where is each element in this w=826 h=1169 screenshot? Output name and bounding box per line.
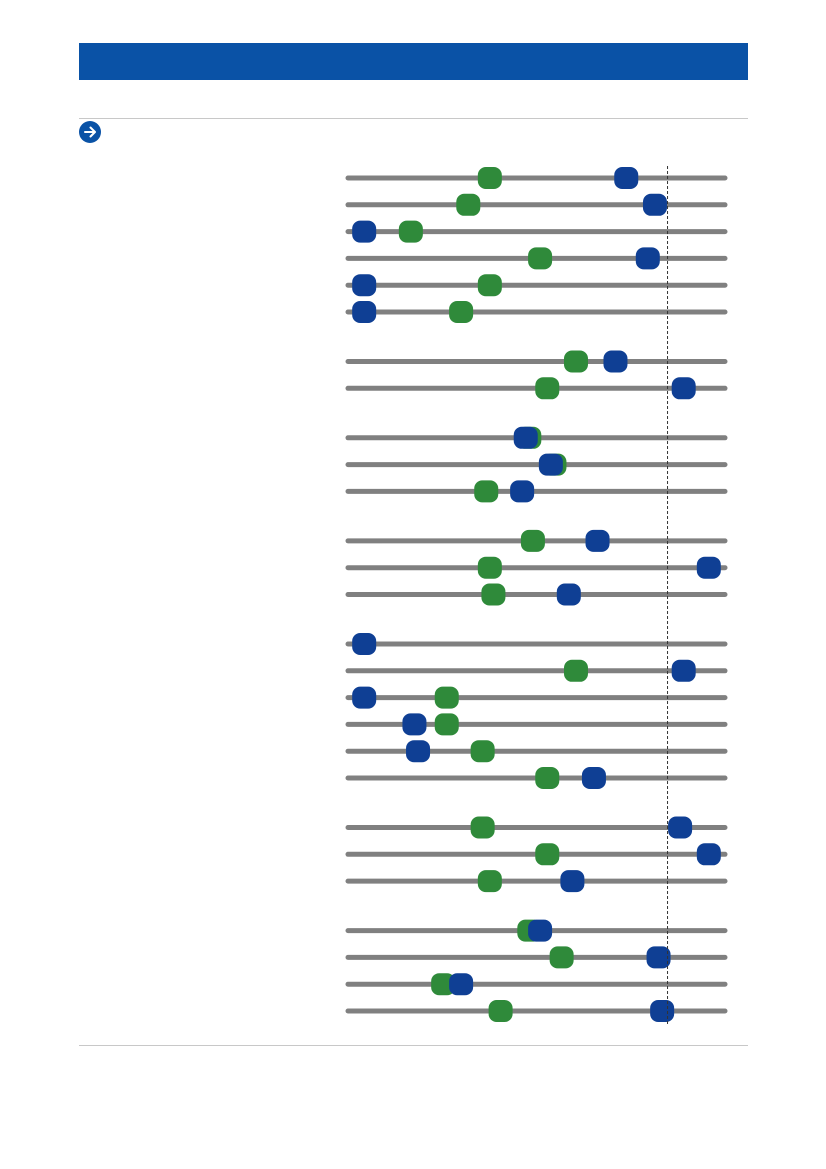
green-dot [477, 870, 502, 893]
blue-dot [668, 816, 693, 839]
chart-row [345, 713, 728, 736]
chart-group-7 [345, 919, 728, 1022]
chart-row [345, 377, 728, 400]
green-dot [481, 583, 506, 606]
chart-row [345, 220, 728, 243]
green-dot [535, 843, 560, 866]
chart-row [345, 919, 728, 942]
green-dot [488, 1000, 513, 1022]
green-dot [528, 247, 553, 270]
chart-row [345, 301, 728, 323]
bottom-divider [79, 1045, 748, 1046]
green-dot [549, 946, 574, 969]
chart-row [345, 556, 728, 579]
blue-dot [696, 556, 721, 579]
green-dot [477, 556, 502, 579]
chart-row [345, 633, 728, 655]
chart-group-4 [345, 529, 728, 606]
blue-dot [696, 843, 721, 866]
chart-row [345, 453, 728, 476]
chart-group-3 [345, 426, 728, 503]
blue-dot [650, 1000, 675, 1022]
chart-row [345, 973, 728, 996]
blue-dot [642, 193, 667, 216]
green-dot [563, 659, 588, 682]
green-dot [535, 377, 560, 400]
green-dot [398, 220, 423, 243]
blue-dot [352, 301, 377, 323]
chart-row [345, 529, 728, 552]
blue-dot [406, 740, 431, 763]
chart-row [345, 247, 728, 270]
chart-group-1 [345, 167, 728, 323]
chart-row [345, 946, 728, 969]
blue-dot [449, 973, 474, 996]
green-dot [520, 529, 545, 552]
blue-dot [646, 946, 671, 969]
chart-group-6 [345, 816, 728, 893]
blue-dot [352, 274, 377, 297]
header-bar [79, 43, 748, 80]
chart-row [345, 274, 728, 297]
blue-dot [402, 713, 427, 736]
green-dot [434, 713, 459, 736]
chart-row [345, 659, 728, 682]
green-dot [474, 480, 499, 503]
green-dot [431, 973, 456, 996]
chart-row [345, 843, 728, 866]
chart-row [345, 1000, 728, 1022]
blue-dot [585, 529, 610, 552]
blue-dot [352, 686, 377, 709]
blue-dot [510, 480, 535, 503]
blue-dot [603, 350, 628, 373]
chart-row [345, 583, 728, 606]
chart-row [345, 767, 728, 789]
top-divider [79, 118, 748, 119]
green-dot [477, 167, 502, 189]
chart-row [345, 350, 728, 373]
chart-row [345, 426, 728, 449]
chart-group-5 [345, 633, 728, 789]
blue-dot [556, 583, 581, 606]
arrow-right-circle-icon[interactable] [79, 121, 101, 143]
chart-row [345, 816, 728, 839]
green-dot [563, 350, 588, 373]
blue-dot [635, 247, 660, 270]
blue-dot [671, 377, 696, 400]
chart-row [345, 193, 728, 216]
green-dot [456, 193, 481, 216]
chart-row [345, 870, 728, 893]
green-dot [470, 740, 495, 763]
blue-dot [614, 167, 639, 189]
blue-dot [352, 633, 377, 655]
blue-dot [581, 767, 606, 789]
chart-row [345, 740, 728, 763]
blue-dot [352, 220, 377, 243]
chart-row [345, 167, 728, 189]
green-dot [470, 816, 495, 839]
blue-dot [513, 426, 538, 449]
green-dot [434, 686, 459, 709]
blue-dot [671, 659, 696, 682]
green-dot [449, 301, 474, 323]
green-dot [535, 767, 560, 789]
chart-group-2 [345, 350, 728, 400]
blue-dot [560, 870, 585, 893]
blue-dot [538, 453, 563, 476]
green-dot [477, 274, 502, 297]
chart-row [345, 480, 728, 503]
chart-row [345, 686, 728, 709]
blue-dot [528, 919, 553, 942]
